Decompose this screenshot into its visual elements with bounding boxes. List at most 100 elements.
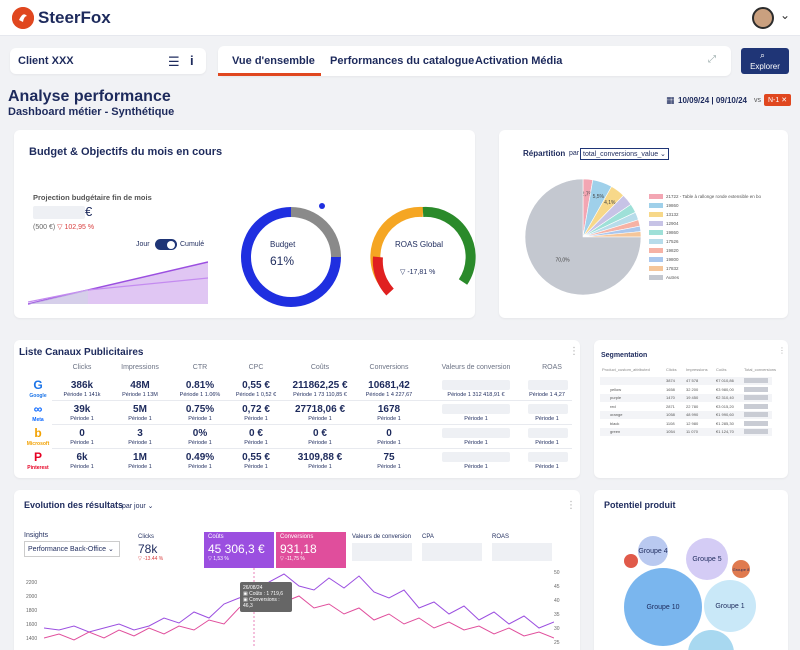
table-row[interactable] bbox=[600, 428, 772, 436]
column-header[interactable]: ROAS bbox=[542, 364, 562, 371]
legend-item[interactable]: 13132 bbox=[649, 210, 779, 219]
column-header[interactable]: CTR bbox=[192, 364, 208, 371]
column-header[interactable]: CPC bbox=[248, 364, 264, 371]
legend-label: Autres bbox=[666, 275, 680, 280]
cell-value: 10681,42 bbox=[368, 380, 410, 391]
column-header[interactable]: Clicks bbox=[666, 367, 677, 372]
repartition-title: Répartition bbox=[523, 149, 566, 158]
legend-item[interactable]: 12904 bbox=[649, 219, 779, 228]
user-avatar[interactable] bbox=[752, 7, 774, 29]
kpi-delta: ▽ -11,75 % bbox=[280, 556, 305, 562]
insights-select[interactable]: Performance Back-Office ⌄ bbox=[24, 541, 120, 557]
column-header[interactable]: Valeurs de conversion bbox=[441, 364, 511, 371]
table-cell: 1470 bbox=[666, 395, 675, 400]
pie-slice[interactable] bbox=[524, 178, 642, 296]
legend-item[interactable]: 19860 bbox=[649, 201, 779, 210]
cell-period: Période 1 bbox=[535, 416, 559, 422]
cell-value: 6k bbox=[76, 452, 88, 463]
repartition-by: par bbox=[569, 150, 580, 157]
cell-value: 39k bbox=[73, 404, 91, 415]
tab-activation-media[interactable]: Activation Média bbox=[475, 55, 563, 67]
column-header[interactable]: Coûts bbox=[716, 367, 727, 372]
column-header[interactable]: Total_conversions bbox=[744, 367, 777, 372]
cumule-toggle[interactable] bbox=[155, 239, 177, 250]
kpi-label: Conversions bbox=[280, 534, 314, 540]
segmentation-card: Segmentation ⋮ Product_custom_attributed… bbox=[594, 340, 788, 478]
kpi-tile[interactable]: Conversions 931,18 ▽ -11,75 % bbox=[276, 532, 346, 568]
chevron-down-icon[interactable]: ⌄ bbox=[780, 8, 791, 22]
info-icon[interactable]: i bbox=[190, 53, 194, 68]
bubble-lower[interactable] bbox=[688, 630, 734, 650]
cell-period: Période 1 312 418,91 € bbox=[447, 392, 505, 398]
expand-icon[interactable]: ⤢ bbox=[708, 54, 716, 65]
potentiel-card: Potentiel produit Groupe 4 Groupe 5 Grou… bbox=[594, 490, 788, 650]
table-row[interactable] bbox=[600, 385, 772, 394]
tab-vue-ensemble[interactable]: Vue d'ensemble bbox=[232, 55, 315, 67]
cell-period: Période 1 bbox=[128, 464, 152, 470]
table-cell: 11 070 bbox=[686, 429, 698, 434]
legend-item[interactable]: 19860 bbox=[649, 228, 779, 237]
kpi-tile[interactable]: Valeurs de conversion bbox=[348, 532, 418, 568]
evolution-by-select[interactable]: par jour ⌄ bbox=[122, 503, 154, 510]
legend-item[interactable]: 21722 - Table à rallonge ronde extensibl… bbox=[649, 192, 779, 201]
table-row[interactable] bbox=[600, 394, 772, 402]
kpi-tile[interactable]: Coûts 45 306,3 € ▽ 1,53 % bbox=[204, 532, 274, 568]
y-tick: 1400 bbox=[26, 636, 38, 642]
insights-label: Insights bbox=[24, 532, 49, 539]
conversion-value-placeholder bbox=[442, 404, 510, 414]
bubble-groupe-8[interactable]: Groupe 8 bbox=[732, 560, 750, 578]
cell-period: Période 1 bbox=[308, 464, 332, 470]
microsoft-icon: b bbox=[34, 426, 42, 440]
legend-item[interactable]: Autres bbox=[649, 273, 779, 282]
date-range[interactable]: 10/09/24 | 09/10/24 bbox=[678, 96, 747, 105]
client-selector[interactable]: Client XXX ☰ i bbox=[10, 48, 206, 74]
more-options-icon[interactable]: ⋮ bbox=[778, 346, 786, 355]
table-row[interactable] bbox=[600, 419, 772, 428]
client-name: Client XXX bbox=[18, 55, 74, 67]
cell-period: Période 1 bbox=[464, 440, 488, 446]
more-options-icon[interactable]: ⋮ bbox=[566, 500, 576, 511]
repartition-metric-select[interactable]: total_conversions_value ⌄ bbox=[580, 148, 669, 160]
conversions-placeholder bbox=[744, 420, 768, 426]
cell-value: 5M bbox=[133, 404, 147, 415]
legend-label: 19860 bbox=[666, 203, 679, 208]
bubble-groupe-10[interactable]: Groupe 10 bbox=[624, 568, 702, 646]
legend-item[interactable]: 19820 bbox=[649, 246, 779, 255]
table-cell: black bbox=[610, 420, 620, 426]
table-row[interactable] bbox=[600, 402, 772, 411]
column-header[interactable]: Product_custom_attributed bbox=[602, 367, 650, 372]
table-row[interactable] bbox=[600, 377, 772, 385]
bubble-small[interactable] bbox=[624, 554, 638, 568]
conversions-placeholder bbox=[744, 378, 768, 383]
kpi-tile[interactable]: Clicks 78k ▽ -13.44 % bbox=[134, 532, 204, 568]
column-header[interactable]: Impressions bbox=[686, 367, 708, 372]
legend-label: 17832 bbox=[666, 266, 679, 271]
bubble-groupe-1[interactable]: Groupe 1 bbox=[704, 580, 756, 632]
legend-item[interactable]: 17526 bbox=[649, 237, 779, 246]
column-header[interactable]: Conversions bbox=[369, 364, 409, 371]
kpi-tile[interactable]: CPA bbox=[418, 532, 488, 568]
legend-item[interactable]: 19800 bbox=[649, 255, 779, 264]
kpi-tile[interactable]: ROAS bbox=[488, 532, 558, 568]
cell-period: Période 1 bbox=[377, 416, 401, 422]
tab-performances-catalogue[interactable]: Performances du catalogue bbox=[330, 55, 475, 67]
projection-compare: (500 €) ▽ 102,95 % bbox=[33, 223, 94, 231]
column-header[interactable]: Coûts bbox=[310, 364, 330, 371]
y-tick: 1800 bbox=[26, 608, 38, 614]
table-row[interactable] bbox=[600, 411, 772, 419]
y-tick: 30 bbox=[554, 626, 560, 632]
more-options-icon[interactable]: ⋮ bbox=[569, 346, 579, 357]
bubble-groupe-5[interactable]: Groupe 5 bbox=[686, 538, 728, 580]
channel-name: Meta bbox=[32, 417, 44, 423]
pie-slice-label: 4,1% bbox=[604, 200, 616, 206]
compare-period-badge[interactable]: N-1 ✕ bbox=[764, 94, 792, 106]
explorer-button[interactable]: ⌕ Explorer bbox=[741, 48, 789, 74]
legend-item[interactable]: 17832 bbox=[649, 264, 779, 273]
bubble-groupe-4[interactable]: Groupe 4 bbox=[638, 536, 668, 566]
evolution-title: Evolution des résultats bbox=[24, 500, 124, 510]
cell-period: Période 1 bbox=[377, 440, 401, 446]
column-header[interactable]: Impressions bbox=[121, 364, 159, 371]
cell-period: Période 1 bbox=[377, 464, 401, 470]
filter-settings-icon[interactable]: ☰ bbox=[168, 54, 180, 69]
column-header[interactable]: Clicks bbox=[72, 364, 92, 371]
